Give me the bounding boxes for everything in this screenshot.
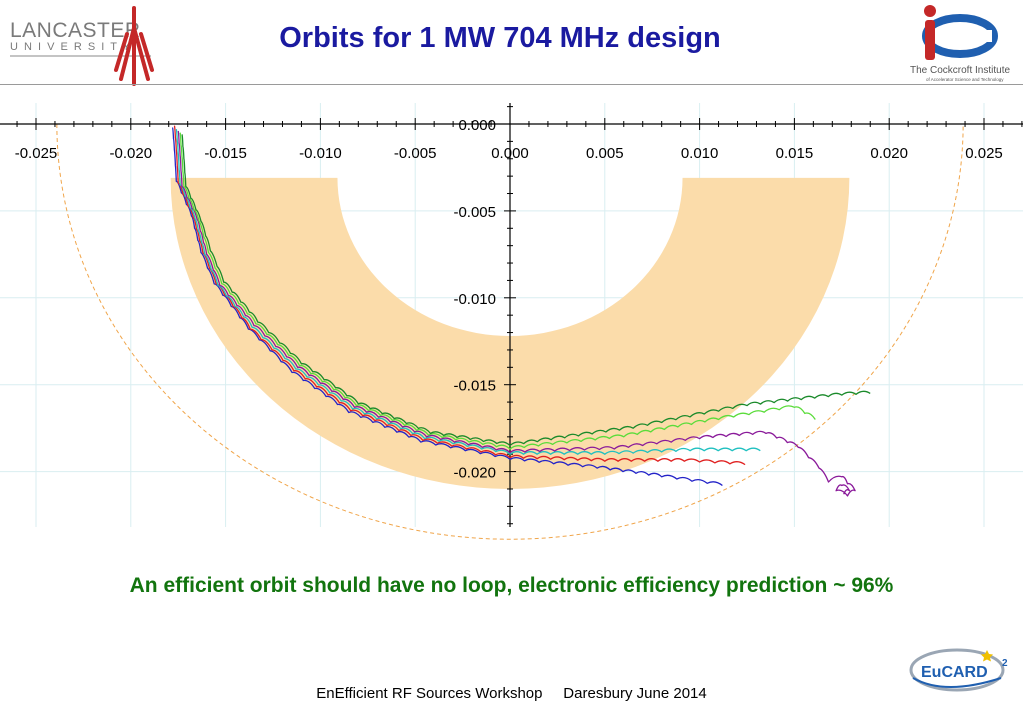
boundary-circle xyxy=(56,123,964,540)
cockcroft-i-icon xyxy=(922,5,998,60)
orbit-series-5 xyxy=(179,132,816,450)
lancaster-university-logo: LANCASTER U N I V E R S I T Y xyxy=(10,6,154,86)
orbit-series-3 xyxy=(175,128,761,455)
star-icon xyxy=(981,650,993,662)
eucard-superscript: 2 xyxy=(1002,658,1008,669)
slide-footer: EnEfficient RF Sources Workshop Daresbur… xyxy=(316,685,707,702)
plot-series-layer xyxy=(171,125,871,497)
x-tick-label: -0.020 xyxy=(110,145,153,162)
orbit-plot: -0.025 -0.020 -0.015 -0.010 -0.005 0.000 0.005… xyxy=(0,103,1023,540)
x-tick-label: 0.020 xyxy=(870,145,908,162)
y-tick-label: -0.005 xyxy=(453,204,496,221)
orbit-series-2 xyxy=(173,125,746,466)
plot-axes xyxy=(0,103,1023,527)
plot-boundary-layer xyxy=(56,123,964,540)
x-tick-label: 0.005 xyxy=(586,145,624,162)
eucard-logo-name: EuCARD xyxy=(921,664,988,681)
x-tick-label: 0.010 xyxy=(681,145,719,162)
x-tick-label: -0.015 xyxy=(204,145,247,162)
lancaster-crest-icon xyxy=(114,6,154,86)
header-divider xyxy=(0,84,1023,85)
x-tick-label: 0.015 xyxy=(776,145,814,162)
orbit-series-6 xyxy=(181,134,871,447)
y-tick-label: -0.010 xyxy=(453,291,496,308)
orbit-series-4 xyxy=(177,130,856,497)
cockcroft-logo-subtitle: of Accelerator Science and Technology xyxy=(926,77,1004,82)
y-tick-label: -0.015 xyxy=(453,378,496,395)
target-band xyxy=(170,177,850,489)
x-tick-label: 0.025 xyxy=(965,145,1003,162)
lancaster-logo-name: LANCASTER xyxy=(10,19,141,42)
cockcroft-logo-name: The Cockcroft Institute xyxy=(910,65,1010,76)
y-tick-label: 0.000 xyxy=(458,117,496,134)
plot-band-layer xyxy=(170,177,850,489)
x-tick-label: -0.010 xyxy=(299,145,342,162)
y-tick-label: -0.020 xyxy=(453,465,496,482)
cockcroft-institute-logo: The Cockcroft Institute of Accelerator S… xyxy=(910,5,1010,82)
orbit-series-1 xyxy=(171,127,723,487)
x-tick-label: -0.005 xyxy=(394,145,437,162)
lancaster-logo-university: U N I V E R S I T Y xyxy=(10,41,131,53)
x-tick-labels: -0.025 -0.020 -0.015 -0.010 -0.005 0.000 0.005… xyxy=(15,145,1003,162)
eucard-logo: EuCARD 2 xyxy=(909,648,1008,692)
x-tick-label: 0.000 xyxy=(491,145,529,162)
slide-caption: An efficient orbit should have no loop, … xyxy=(129,574,894,597)
x-tick-label: -0.025 xyxy=(15,145,58,162)
y-tick-labels: 0.000 -0.005 -0.010 -0.015 -0.020 xyxy=(453,117,496,482)
slide-title: Orbits for 1 MW 704 MHz design xyxy=(279,22,721,54)
